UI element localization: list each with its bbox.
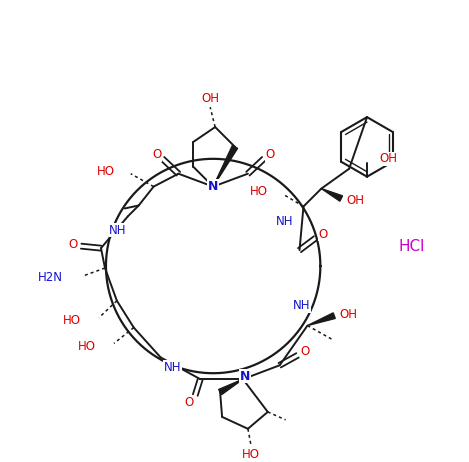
Text: N: N [240,370,250,383]
Text: HO: HO [63,314,81,327]
Text: HO: HO [250,185,268,198]
Text: O: O [301,345,310,358]
Text: OH: OH [201,92,219,105]
Polygon shape [219,379,243,395]
Text: O: O [152,148,161,161]
Text: O: O [319,228,328,241]
Text: HCl: HCl [399,239,425,254]
Text: NH: NH [293,299,310,312]
Text: HO: HO [242,448,260,461]
Polygon shape [213,146,238,187]
Text: O: O [265,148,274,161]
Text: N: N [208,180,219,193]
Text: HO: HO [78,340,96,353]
Text: O: O [185,396,194,409]
Text: OH: OH [380,152,398,165]
Text: HO: HO [97,165,115,178]
Text: NH: NH [164,361,181,374]
Text: OH: OH [346,194,364,207]
Text: NH: NH [276,215,294,228]
Text: OH: OH [339,308,357,321]
Text: H2N: H2N [38,272,63,285]
Text: O: O [68,237,78,251]
Polygon shape [308,313,335,326]
Polygon shape [321,188,342,201]
Text: NH: NH [109,224,127,237]
